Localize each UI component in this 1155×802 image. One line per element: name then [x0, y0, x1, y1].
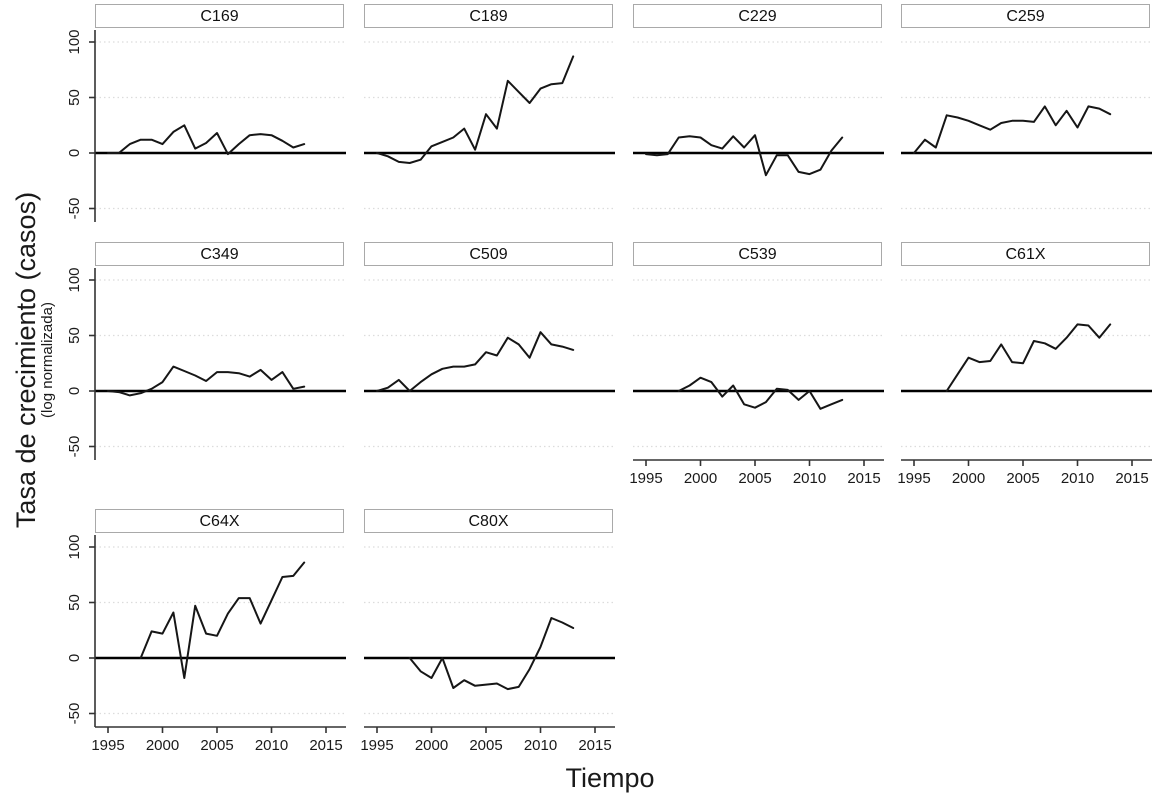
x-tick-label: 2010	[793, 470, 826, 487]
x-tick-label: 2000	[952, 470, 985, 487]
panel-C539: C539 1995 2000 2005 2010 2015	[603, 242, 895, 493]
y-tick-label: 0	[66, 149, 83, 157]
panel-plot-C64X: 100 50 0 -50 1995 2000 2005 2010 2015	[66, 535, 346, 754]
x-tick-label: 2005	[738, 470, 771, 487]
x-tick-label: 2010	[1061, 470, 1094, 487]
x-tick-label: 2015	[1115, 470, 1148, 487]
x-tick-label: 2005	[200, 737, 233, 754]
y-tick-label: -50	[66, 703, 83, 725]
x-tick-label: 2000	[146, 737, 179, 754]
panel-plot-C349: 100 50 0 -50	[66, 268, 346, 460]
panel-C229: C229	[603, 4, 895, 255]
panel-C509: C509	[334, 242, 626, 493]
panel-plot-C539: 1995 2000 2005 2010 2015	[629, 279, 884, 487]
x-axis-title: Tiempo	[565, 763, 655, 793]
panel-C259: C259	[871, 4, 1155, 255]
y-tick-label: 50	[66, 89, 83, 106]
series-line-C229	[645, 134, 844, 177]
y-tick-label: 0	[66, 654, 83, 662]
panel-title-C229: C229	[633, 4, 882, 28]
series-line-C259	[913, 105, 1112, 154]
series-line-C539	[677, 376, 844, 410]
x-tick-label: 1995	[629, 470, 662, 487]
panel-title-C61X: C61X	[901, 242, 1150, 266]
x-tick-label: 1995	[897, 470, 930, 487]
x-tick-label: 2000	[415, 737, 448, 754]
panel-C189: C189	[334, 4, 626, 255]
series-line-C349	[107, 365, 306, 397]
series-line-C509	[376, 331, 575, 392]
series-line-C61X	[945, 323, 1112, 392]
panel-C349: C349 100 50 0 -50	[65, 242, 357, 493]
x-tick-label: 2015	[578, 737, 611, 754]
x-tick-label: 2000	[684, 470, 717, 487]
panel-C64X: C64X 100 50 0 -50 1995 2000 2005 2010 2015	[65, 509, 357, 760]
panel-plot-C229	[633, 41, 884, 210]
x-tick-label: 2010	[524, 737, 557, 754]
x-tick-label: 1995	[360, 737, 393, 754]
panel-plot-C169: 100 50 0 -50	[66, 30, 346, 222]
y-tick-label: 100	[66, 268, 83, 293]
panel-title-C349: C349	[95, 242, 344, 266]
series-line-C169	[107, 124, 306, 156]
panel-C169: C169 100 50 0 -50	[65, 4, 357, 255]
y-tick-label: 0	[66, 387, 83, 395]
x-tick-label: 2015	[847, 470, 880, 487]
x-tick-label: 2015	[309, 737, 342, 754]
panel-title-C509: C509	[364, 242, 613, 266]
panel-title-C64X: C64X	[95, 509, 344, 533]
panel-title-C189: C189	[364, 4, 613, 28]
y-tick-label: 50	[66, 327, 83, 344]
y-axis-title-sub: (log normalizada)	[39, 302, 56, 418]
y-tick-label: 50	[66, 594, 83, 611]
panel-title-C169: C169	[95, 4, 344, 28]
panel-plot-C80X: 1995 2000 2005 2010 2015	[360, 546, 615, 754]
y-tick-label: -50	[66, 198, 83, 220]
x-tick-label: 2005	[1006, 470, 1039, 487]
series-line-C189	[376, 55, 575, 164]
panel-title-C539: C539	[633, 242, 882, 266]
x-tick-label: 1995	[91, 737, 124, 754]
panel-title-C80X: C80X	[364, 509, 613, 533]
y-tick-label: 100	[66, 535, 83, 560]
series-line-C80X	[408, 617, 575, 691]
panel-plot-C509	[364, 279, 615, 448]
panel-C61X: C61X 1995 2000 2005 2010 2015	[871, 242, 1155, 493]
x-tick-label: 2005	[469, 737, 502, 754]
panel-plot-C189	[364, 41, 615, 210]
y-tick-label: -50	[66, 436, 83, 458]
panel-title-C259: C259	[901, 4, 1150, 28]
panel-plot-C259	[901, 41, 1152, 210]
panel-C80X: C80X 1995 2000 2005 2010 2015	[334, 509, 626, 760]
y-axis-title-main: Tasa de crecimiento (casos)	[11, 191, 41, 529]
panel-plot-C61X: 1995 2000 2005 2010 2015	[897, 279, 1152, 487]
x-tick-label: 2010	[255, 737, 288, 754]
y-tick-label: 100	[66, 30, 83, 55]
series-line-C64X	[139, 561, 306, 679]
y-axis-title: Tasa de crecimiento (casos) (log normali…	[11, 191, 56, 529]
